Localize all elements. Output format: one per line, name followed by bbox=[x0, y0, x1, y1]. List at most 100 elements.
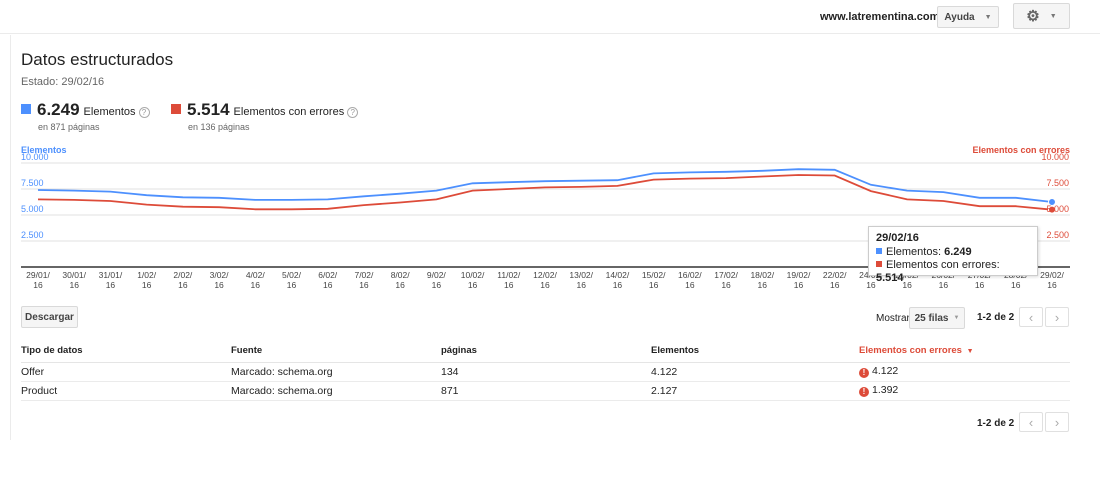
table-header-row: Tipo de datos Fuente páginas Elementos E… bbox=[21, 340, 1070, 363]
settings-button[interactable]: ⚙ ▼ bbox=[1013, 3, 1070, 29]
x-tick-label: 15/02/16 bbox=[641, 270, 666, 290]
tooltip-errors-swatch bbox=[876, 261, 882, 267]
prev-page-button-bottom[interactable]: ‹ bbox=[1019, 412, 1043, 432]
x-tick-label: 6/02/16 bbox=[318, 270, 338, 290]
cell-type[interactable]: Offer bbox=[21, 362, 231, 382]
x-tick-label: 7/02/16 bbox=[354, 270, 374, 290]
x-tick-label: 8/02/16 bbox=[390, 270, 410, 290]
data-point[interactable] bbox=[1048, 198, 1056, 207]
y-tick-left: 10.000 bbox=[21, 152, 49, 162]
cell-errors: ! 1.392 bbox=[859, 381, 1070, 401]
chevron-down-icon: ▼ bbox=[1049, 12, 1057, 20]
col-header-items[interactable]: Elementos bbox=[651, 340, 859, 363]
rows-select-label: 25 filas bbox=[914, 312, 949, 324]
cell-errors-value: 1.392 bbox=[872, 384, 899, 396]
help-button-label: Ayuda bbox=[944, 11, 975, 23]
cell-type[interactable]: Product bbox=[21, 381, 231, 401]
cell-pages: 134 bbox=[441, 362, 651, 382]
left-axis-label: Elementos bbox=[21, 145, 67, 155]
top-bar: www.latrementina.com Ayuda ▼ ⚙ ▼ bbox=[0, 0, 1100, 34]
cell-source: Marcado: schema.org bbox=[231, 381, 441, 401]
x-tick-label: 4/02/16 bbox=[245, 270, 265, 290]
col-header-type[interactable]: Tipo de datos bbox=[21, 340, 231, 363]
page-title: Datos estructurados bbox=[21, 50, 174, 69]
col-header-pages[interactable]: páginas bbox=[441, 340, 651, 363]
items-legend-swatch bbox=[21, 104, 31, 114]
x-tick-label: 31/01/16 bbox=[98, 270, 123, 290]
show-label: Mostrar bbox=[876, 313, 910, 324]
x-tick-label: 2/02/16 bbox=[173, 270, 193, 290]
x-tick-label: 1/02/16 bbox=[137, 270, 157, 290]
pager-count-bottom: 1-2 de 2 bbox=[977, 418, 1015, 429]
errors-legend-swatch bbox=[171, 104, 181, 114]
cell-items: 2.127 bbox=[651, 381, 859, 401]
help-icon[interactable]: ? bbox=[138, 107, 150, 118]
items-label: Elementos bbox=[83, 106, 136, 118]
data-point[interactable] bbox=[1048, 205, 1056, 214]
status-date: Estado: 29/02/16 bbox=[21, 76, 105, 88]
rows-per-page-select[interactable]: 25 filas ▼ bbox=[909, 307, 965, 329]
left-divider bbox=[10, 35, 11, 440]
tooltip-errors-value: 5.514 bbox=[876, 272, 904, 284]
table-row[interactable]: Offer Marcado: schema.org 134 4.122 ! 4.1… bbox=[21, 362, 1070, 382]
tooltip-errors-label: Elementos con errores: bbox=[886, 259, 1000, 271]
sort-down-icon: ▼ bbox=[966, 348, 974, 356]
x-tick-label: 17/02/16 bbox=[714, 270, 738, 290]
chevron-left-icon: ‹ bbox=[1028, 414, 1034, 430]
col-header-errors-label: Elementos con errores bbox=[859, 345, 962, 357]
y-tick-right: 7.500 bbox=[1046, 178, 1069, 188]
x-tick-label: 16/02/16 bbox=[678, 270, 702, 290]
download-button-label: Descargar bbox=[25, 311, 74, 323]
y-tick-left: 7.500 bbox=[21, 178, 44, 188]
x-tick-label: 13/02/16 bbox=[569, 270, 594, 290]
col-header-source[interactable]: Fuente bbox=[231, 340, 441, 363]
errors-pages: en 136 páginas bbox=[188, 122, 250, 132]
summary-items[interactable]: 6.249 Elementos? en 871 páginas bbox=[21, 100, 150, 132]
download-button[interactable]: Descargar bbox=[21, 306, 78, 328]
x-tick-label: 9/02/16 bbox=[426, 270, 446, 290]
cell-errors-value: 4.122 bbox=[872, 365, 899, 377]
x-tick-label: 22/02/16 bbox=[822, 270, 847, 290]
y-tick-left: 5.000 bbox=[21, 204, 44, 214]
x-tick-label: 29/01/16 bbox=[26, 270, 50, 290]
cell-errors: ! 4.122 bbox=[859, 362, 1070, 382]
cell-source: Marcado: schema.org bbox=[231, 362, 441, 382]
tooltip-items: Elementos: 6.249 bbox=[876, 246, 1030, 259]
x-tick-label: 19/02/16 bbox=[786, 270, 811, 290]
x-tick-label: 29/02/16 bbox=[1040, 270, 1064, 290]
x-tick-label: 3/02/16 bbox=[209, 270, 229, 290]
prev-page-button[interactable]: ‹ bbox=[1019, 307, 1043, 327]
help-icon[interactable]: ? bbox=[347, 107, 359, 118]
error-icon: ! bbox=[859, 368, 869, 378]
help-button[interactable]: Ayuda ▼ bbox=[937, 6, 999, 28]
x-tick-label: 12/02/16 bbox=[533, 270, 557, 290]
x-tick-label: 5/02/16 bbox=[282, 270, 301, 290]
errors-total: 5.514 bbox=[187, 100, 230, 119]
site-url[interactable]: www.latrementina.com bbox=[820, 11, 940, 23]
y-tick-right: 2.500 bbox=[1046, 230, 1069, 240]
table-row[interactable]: Product Marcado: schema.org 871 2.127 ! 1… bbox=[21, 381, 1070, 401]
x-tick-label: 30/01/16 bbox=[62, 270, 87, 290]
next-page-button[interactable]: › bbox=[1045, 307, 1069, 327]
tooltip-errors: Elementos con errores: 5.514 bbox=[876, 259, 1030, 285]
gear-icon: ⚙ bbox=[1026, 8, 1040, 25]
y-tick-right: 5.000 bbox=[1046, 204, 1069, 214]
next-page-button-bottom[interactable]: › bbox=[1045, 412, 1069, 432]
tooltip-items-swatch bbox=[876, 248, 882, 254]
col-header-errors[interactable]: Elementos con errores ▼ bbox=[859, 340, 1070, 363]
tooltip-date: 29/02/16 bbox=[876, 232, 919, 244]
errors-label: Elementos con errores bbox=[233, 106, 345, 118]
tooltip-items-value: 6.249 bbox=[944, 246, 972, 258]
x-tick-label: 14/02/16 bbox=[605, 270, 630, 290]
chevron-left-icon: ‹ bbox=[1028, 309, 1034, 325]
summary-errors[interactable]: 5.514 Elementos con errores? en 136 págin… bbox=[171, 100, 359, 132]
x-tick-label: 10/02/16 bbox=[460, 270, 485, 290]
x-tick-label: 18/02/16 bbox=[750, 270, 775, 290]
pager-count: 1-2 de 2 bbox=[977, 312, 1015, 323]
items-pages: en 871 páginas bbox=[38, 122, 100, 132]
data-table: Tipo de datos Fuente páginas Elementos E… bbox=[21, 340, 1070, 401]
chevron-down-icon: ▼ bbox=[953, 315, 960, 321]
y-tick-right: 10.000 bbox=[1041, 152, 1069, 162]
series-line-elementos bbox=[37, 168, 1053, 203]
chevron-right-icon: › bbox=[1054, 309, 1060, 325]
